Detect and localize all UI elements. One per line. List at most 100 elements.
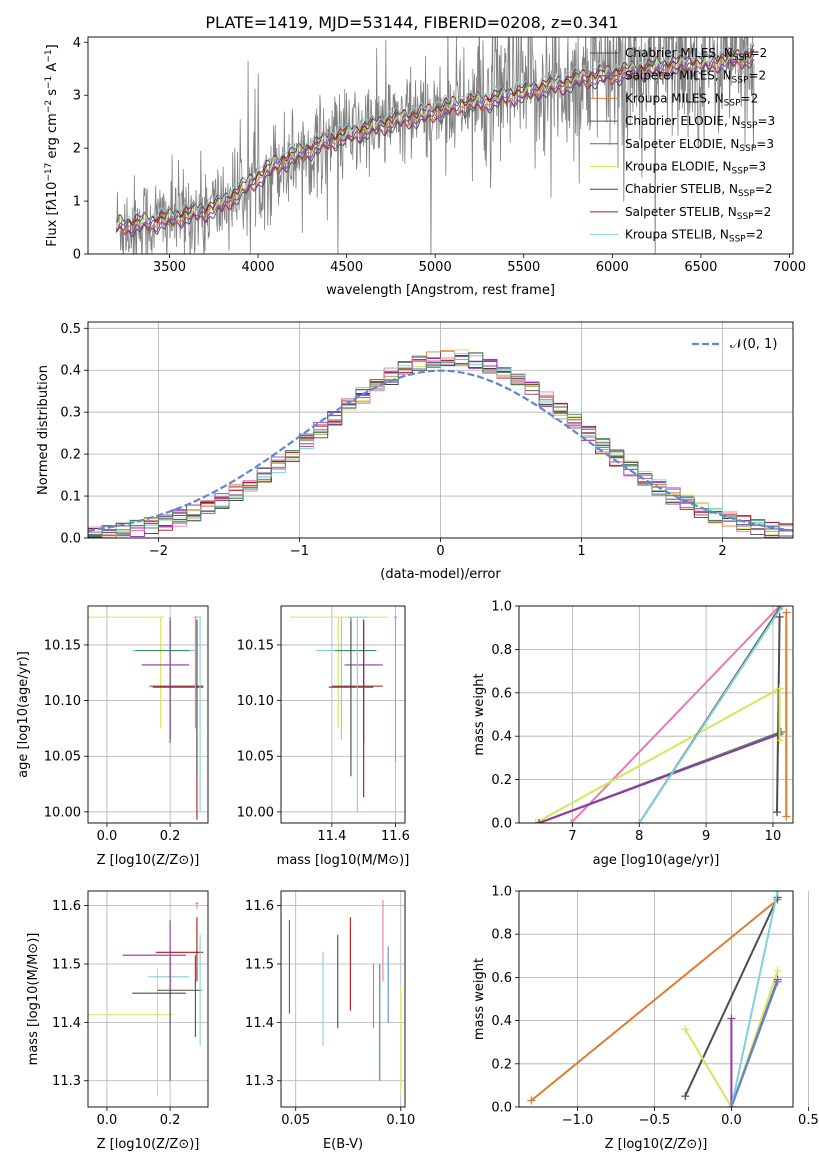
x-tick-label: 4500 bbox=[330, 260, 363, 275]
errorbar-group bbox=[288, 899, 402, 1093]
errorbar-group bbox=[88, 902, 204, 1097]
weight-marker bbox=[567, 819, 576, 823]
legend-sub: SSP bbox=[733, 53, 750, 63]
x-tick-label: −1 bbox=[290, 544, 309, 559]
hist-step bbox=[88, 355, 793, 538]
axes-frame bbox=[518, 605, 794, 824]
x-tick-label: 3500 bbox=[153, 260, 186, 275]
y-tick-label: 0.2 bbox=[491, 1057, 512, 1072]
weight-marker bbox=[782, 812, 791, 821]
legend-label: Chabrier MILES, NSSP=2 bbox=[625, 46, 767, 63]
age_vs_Z-panel: 0.0 0.2 10.00 10.05 10.10 10.15 Z [log10(Z/Z⊙)… bbox=[16, 605, 209, 868]
y-tick-label: 11.4 bbox=[245, 1016, 274, 1031]
x-axis-label: Z [log10(Z/Z⊙)] bbox=[97, 1137, 200, 1152]
y-label-part: −2 bbox=[44, 100, 54, 113]
y-tick-label: 1.0 bbox=[491, 600, 512, 615]
spectrum-series-group bbox=[115, 37, 755, 254]
legend-sub: SSP bbox=[729, 235, 746, 245]
y-tick-label: 10.00 bbox=[237, 805, 274, 820]
legend-sub: SSP bbox=[741, 121, 758, 131]
weight-line bbox=[684, 897, 779, 1097]
errorbar-group bbox=[290, 616, 398, 812]
y-tick-label: 2 bbox=[73, 142, 81, 157]
legend-sub: SSP bbox=[739, 144, 756, 154]
weight_vs_Z-panel: −1.0 −0.5 0.0 0.5 0.0 0.2 0.4 0.6 0.8 1.0 Z [log10… bbox=[472, 885, 819, 1153]
y-tick-label: 10.10 bbox=[44, 694, 81, 709]
weight-marker bbox=[527, 1096, 536, 1105]
legend-suffix: =3 bbox=[757, 114, 775, 128]
y-label-part: −1 bbox=[44, 49, 54, 62]
x-tick-label: 8 bbox=[635, 829, 643, 844]
legend-suffix: =2 bbox=[746, 228, 764, 242]
y-label-part: −1 bbox=[44, 76, 54, 89]
legend-suffix: =3 bbox=[756, 137, 774, 151]
y-tick-label: 11.3 bbox=[245, 1074, 274, 1089]
weight-line bbox=[730, 981, 779, 1107]
weight-marker bbox=[727, 1014, 736, 1023]
legend-suffix: =3 bbox=[748, 160, 766, 174]
legend-label: Salpeter STELIB, NSSP=2 bbox=[625, 205, 771, 222]
y-tick-label: 11.5 bbox=[245, 957, 274, 972]
weight-marker bbox=[778, 606, 787, 610]
weight-marker bbox=[773, 966, 782, 975]
x-tick-label: 7 bbox=[568, 829, 576, 844]
axes-frame bbox=[518, 890, 794, 1108]
x-axis-label: (data-model)/error bbox=[380, 567, 501, 582]
y-tick-label: 0.0 bbox=[60, 532, 81, 547]
axes-frame bbox=[87, 605, 209, 824]
y-label-part: λ bbox=[45, 198, 60, 207]
y-tick-label: 1 bbox=[73, 195, 81, 210]
weight-marker bbox=[681, 1092, 690, 1101]
y-tick-label: 0.0 bbox=[491, 817, 512, 832]
y-tick-label: 0.1 bbox=[60, 490, 81, 505]
y-tick-label: 0.0 bbox=[491, 1101, 512, 1116]
x-axis-label: Z [log10(Z/Z⊙)] bbox=[605, 1137, 708, 1152]
y-tick-label: 10.15 bbox=[44, 638, 81, 653]
figure-title: PLATE=1419, MJD=53144, FIBERID=0208, z=0… bbox=[205, 13, 618, 32]
x-tick-label: 2 bbox=[718, 544, 726, 559]
weight-lines bbox=[527, 891, 782, 1107]
chart-panels: 3500 4000 4500 5000 5500 6000 6500 7000 0 1 2 3 4 Cha… bbox=[16, 36, 819, 1153]
age_vs_mass-panel: 11.4 11.6 10.00 10.05 10.10 10.15 mass [log10(… bbox=[237, 605, 410, 868]
x-tick-label: −2 bbox=[149, 544, 168, 559]
x-tick-label: 9 bbox=[702, 829, 710, 844]
x-tick-label: 6000 bbox=[596, 260, 629, 275]
spectrum-model-line bbox=[115, 44, 755, 224]
axes-frame bbox=[87, 36, 794, 255]
y-tick-label: 0.2 bbox=[491, 773, 512, 788]
legend-label: Chabrier STELIB, NSSP=2 bbox=[625, 182, 773, 199]
weight-marker bbox=[531, 819, 540, 823]
hist-group bbox=[88, 349, 793, 538]
x-tick-label: 0.0 bbox=[97, 829, 118, 844]
weight-line bbox=[535, 687, 781, 823]
weight-marker bbox=[681, 1025, 690, 1034]
legend-suffix: =2 bbox=[748, 69, 766, 83]
x-tick-label: 0.0 bbox=[97, 1113, 118, 1128]
weight-line bbox=[570, 606, 781, 823]
x-tick-label: 0.0 bbox=[721, 1113, 742, 1128]
legend-sub: SSP bbox=[738, 189, 755, 199]
legend-sub: SSP bbox=[732, 167, 749, 177]
y-tick-label: 10.00 bbox=[44, 805, 81, 820]
mass_vs_Z-panel: 0.0 0.2 11.3 11.4 11.5 11.6 Z [log10(Z/Z⊙)] mas… bbox=[26, 890, 209, 1152]
y-tick-label: 4 bbox=[73, 36, 81, 51]
y-axis-label: mass [log10(M/M⊙)] bbox=[26, 933, 41, 1066]
y-tick-label: 0.4 bbox=[491, 730, 512, 745]
residuals-panel: −2 −1 0 1 2 0.0 0.1 0.2 0.3 0.4 0.5 𝒩(0, 1) (data-mo… bbox=[36, 321, 794, 582]
y-axis-label: Flux [fλ10−17 erg cm−2 s−1 A−1] bbox=[44, 44, 60, 246]
y-tick-label: 11.6 bbox=[52, 899, 81, 914]
weight-line bbox=[684, 970, 779, 1107]
legend-sub: SSP bbox=[737, 212, 754, 222]
y-tick-label: 1.0 bbox=[491, 885, 512, 900]
legend-label: Salpeter MILES, NSSP=2 bbox=[625, 69, 766, 86]
weight-marker bbox=[635, 819, 644, 823]
y-label-part: 10 bbox=[45, 182, 60, 199]
x-tick-label: 6500 bbox=[684, 260, 717, 275]
x-tick-label: 5500 bbox=[507, 260, 540, 275]
spectrum-panel: 3500 4000 4500 5000 5500 6000 6500 7000 0 1 2 3 4 Cha… bbox=[44, 36, 806, 298]
x-axis-label: age [log10(age/yr)] bbox=[593, 853, 720, 868]
weight-line bbox=[538, 733, 780, 823]
normal-curve bbox=[88, 369, 791, 532]
y-tick-label: 0.8 bbox=[491, 643, 512, 658]
y-tick-label: 10.05 bbox=[44, 750, 81, 765]
